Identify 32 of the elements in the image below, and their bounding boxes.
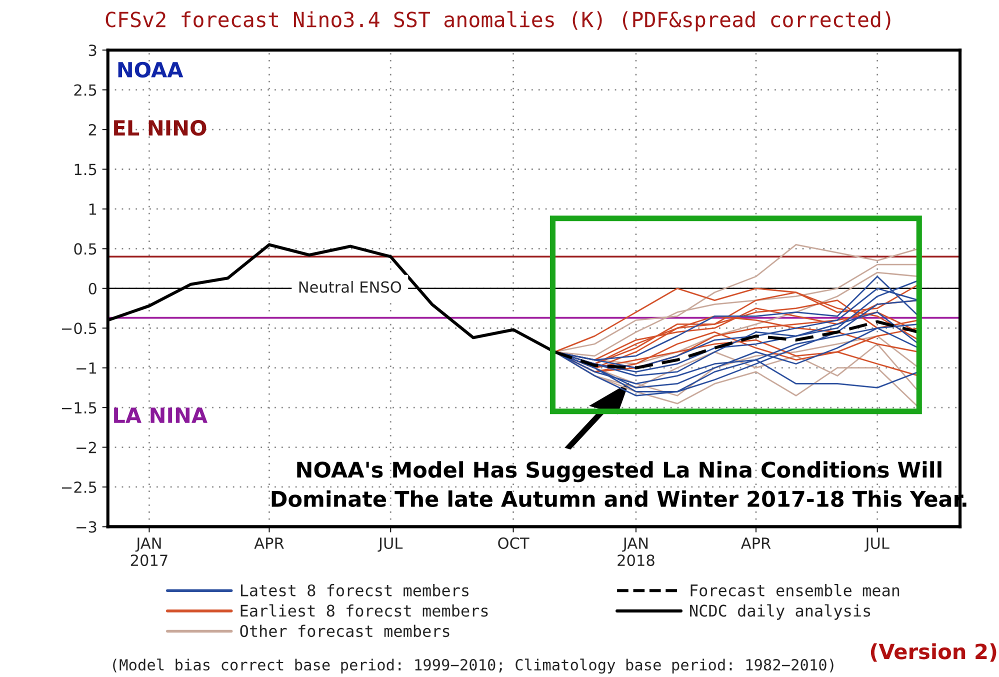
y-tick-label: 3 [88,44,96,56]
x-tick-label: JAN 2018 [618,538,654,566]
annotation: NOAA [118,62,184,78]
y-tick-label: −3 [76,521,96,533]
y-tick-label: 0 [88,282,96,294]
legend-label: Forecast ensemble mean [690,584,900,596]
legend-label: Earliest 8 forecst members [240,604,488,617]
ref-line-label: Neutral ENSO [299,281,402,293]
legend-label: Latest 8 forecst members [240,584,468,596]
y-tick-label: 2 [88,124,96,136]
y-tick-label: 1 [89,204,96,215]
x-tick-label: JUL [378,538,403,552]
y-tick-label: 2.5 [74,84,96,96]
y-tick-label: −2.5 [62,481,96,494]
y-tick-label: −2 [76,442,96,454]
y-tick-label: −1.5 [62,402,96,414]
legend-label: NCDC daily analysis [690,604,870,620]
x-tick-label: APR [740,538,771,549]
annotation: EL NINO [114,120,206,136]
y-tick-label: 0.5 [74,243,96,255]
y-tick-label: 1.5 [74,164,96,176]
x-tick-label: JAN 2017 [130,538,168,566]
text: (Version 2) [870,643,996,662]
text: (Model bias correct base period: 1999−2010; Climatology base period: 1982−2010) [113,658,834,674]
x-tick-label: OCT [498,537,530,549]
annotation: LA NINA [114,408,208,423]
chart-title: CFSv2 forecast Nino3.4 SST anomalies (K) (PDF&spread corrected) [106,11,890,32]
y-tick-label: −0.5 [62,322,96,334]
y-tick-label: −1 [76,362,96,374]
x-tick-label: APR [254,538,284,549]
x-tick-label: JUL [864,538,890,552]
legend-label: Other forecast members [240,624,450,638]
